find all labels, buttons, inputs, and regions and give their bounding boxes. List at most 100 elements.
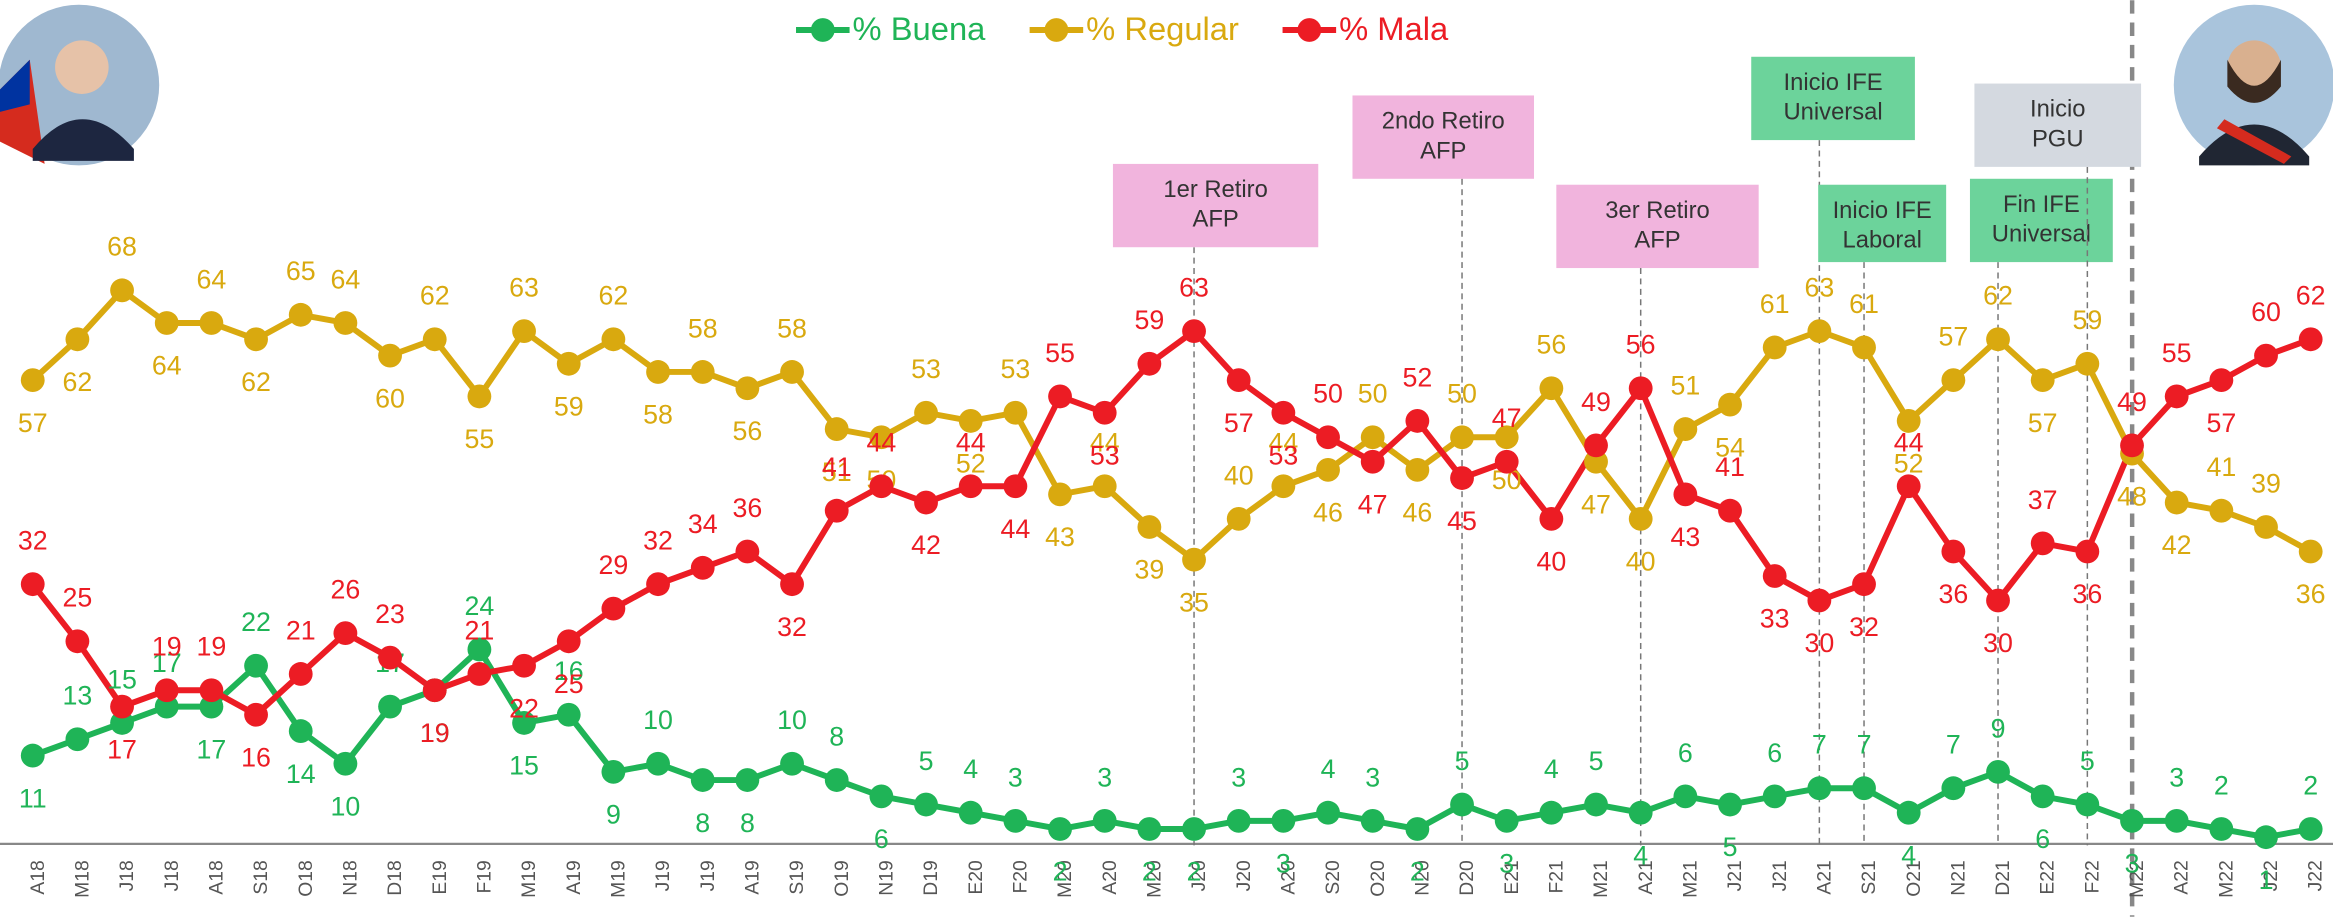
point [1539,800,1564,825]
point [690,768,715,792]
value-label: 53 [911,354,941,384]
series-line [31,646,2312,841]
value-label: 48 [2117,481,2147,511]
x-tick-label: J18 [161,860,183,891]
x-tick-label: E22 [2037,860,2059,894]
value-label: 47 [1358,489,1388,519]
value-label: 24 [464,591,494,621]
value-label: 49 [1581,387,1611,417]
point [1896,474,1921,499]
value-label: 57 [2028,408,2058,438]
value-label: 14 [286,759,316,789]
x-tick-label: J20 [1188,860,1210,891]
x-tick-label: M20 [1143,860,1165,898]
point [2164,384,2189,409]
value-label: 39 [1134,555,1164,585]
value-label: 63 [509,273,539,303]
x-tick-label: M18 [71,860,93,898]
point [914,490,938,515]
x-tick-label: F21 [1545,860,1567,893]
point [1673,784,1698,809]
x-tick-label: J21 [1724,860,1746,891]
annotation-box [1974,83,2142,167]
value-label: 10 [643,705,673,735]
value-label: 59 [2072,305,2102,335]
point [1271,400,1296,425]
point [110,278,134,303]
point [2164,490,2189,515]
value-label: 53 [1000,354,1030,384]
point [1584,449,1608,474]
x-tick-label: J18 [116,860,138,891]
value-label: 3 [1097,762,1112,792]
point [1762,784,1787,809]
value-label: 35 [1179,587,1209,617]
point [1494,449,1519,474]
point [1941,539,1966,564]
annotation-text: Inicio IFE [1833,197,1932,224]
point [1092,808,1117,833]
value-label: 51 [1670,370,1700,400]
value-label: 42 [911,530,941,560]
value-label: 56 [1536,330,1566,360]
point [1048,384,1072,409]
value-label: 15 [509,751,539,781]
value-label: 25 [63,583,93,613]
point [1762,564,1787,588]
point [2209,817,2234,841]
point [780,751,804,776]
value-label: 41 [1715,452,1745,482]
value-label: 40 [1224,460,1254,490]
point [2120,433,2144,458]
point [2075,539,2100,564]
value-label: 61 [1849,289,1879,319]
point [20,368,45,393]
x-tick-label: E19 [429,860,451,894]
point [1048,817,1072,841]
point [2254,343,2278,368]
value-label: 60 [375,383,405,413]
x-tick-label: D21 [1992,860,2014,895]
value-label: 63 [1804,273,1834,303]
value-label: 64 [152,351,182,381]
value-label: 50 [1358,379,1388,409]
value-label: 5 [1455,746,1470,776]
point [1092,400,1117,425]
value-label: 54 [1715,432,1745,462]
point [1003,808,1028,833]
value-label: 10 [777,705,807,735]
value-label: 16 [554,656,584,686]
value-label: 2 [1410,857,1425,887]
x-tick-label: J22 [2305,860,2327,891]
point [1896,409,1921,433]
value-label: 44 [1894,428,1924,458]
x-tick-label: M20 [1054,860,1076,898]
point [1003,474,1028,499]
x-tick-label: D19 [920,860,942,895]
point [735,539,760,564]
point [2298,327,2323,352]
value-label: 43 [1045,522,1075,552]
value-label: 8 [740,808,755,838]
point [1360,425,1385,450]
x-tick-label: N18 [339,860,361,895]
value-label: 50 [1313,379,1343,409]
value-label: 4 [1633,840,1648,870]
x-tick-label: D18 [384,860,406,895]
point [1628,800,1653,825]
point [20,743,45,768]
value-label: 19 [420,718,450,748]
point [1360,808,1385,833]
point [288,302,313,327]
point [1137,515,1162,539]
series-line [30,328,2312,718]
photo-right [2173,4,2333,166]
value-label: 3 [2125,849,2140,879]
point [288,662,313,686]
value-label: 2 [2214,770,2229,800]
value-label: 62 [598,281,628,311]
point [512,319,536,344]
x-tick-label: A18 [27,860,49,894]
point [199,678,224,703]
